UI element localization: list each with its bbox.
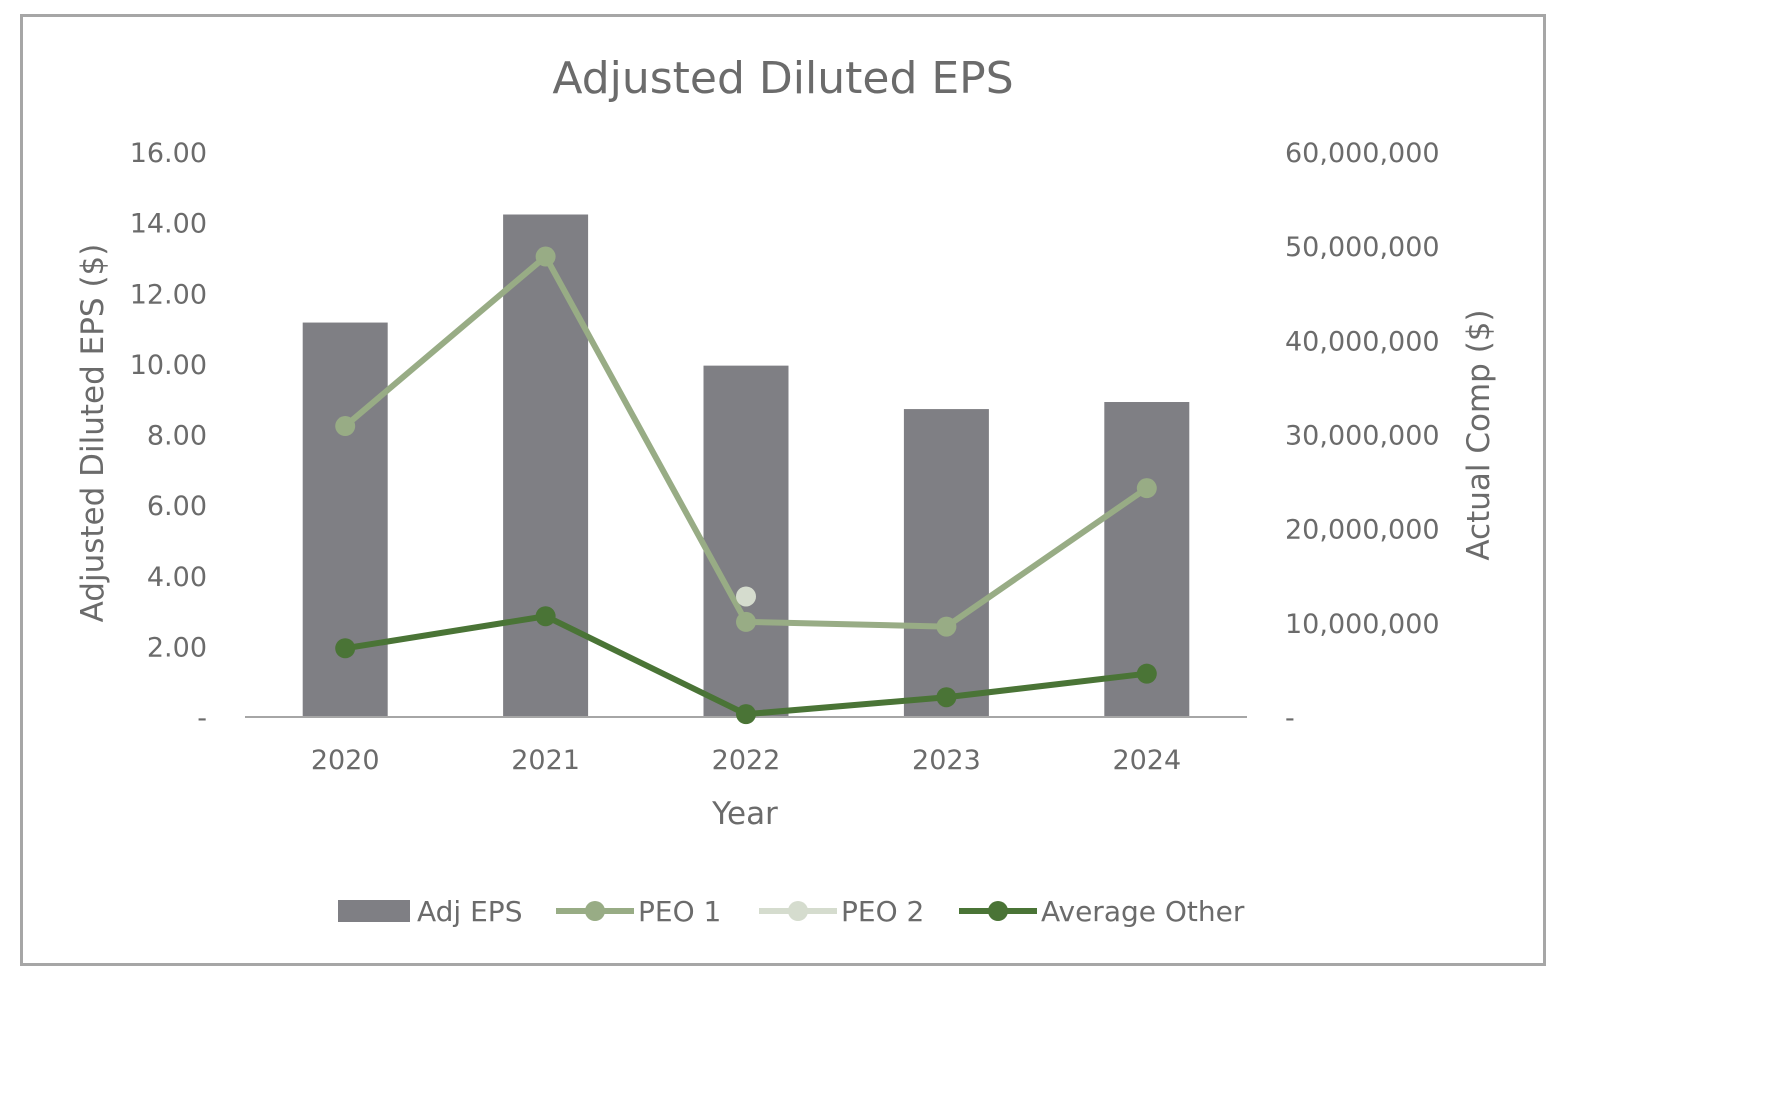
y-tick-label: 8.00: [147, 421, 207, 452]
y-tick-label: 4.00: [147, 562, 207, 593]
x-axis-label: Year: [711, 796, 778, 832]
x-tick-label: 2022: [712, 745, 781, 776]
y-tick-label: 16.00: [130, 138, 207, 169]
point-peo-1-2021: [535, 246, 556, 267]
x-tick-label: 2024: [1112, 745, 1181, 776]
y-tick-label: 10.00: [130, 350, 207, 381]
x-tick-label: 2023: [912, 745, 981, 776]
y2-tick-label: 50,000,000: [1285, 232, 1440, 263]
point-average-other-2023: [936, 687, 957, 708]
bar-adj-eps-2022: [703, 365, 789, 717]
y2-axis-label: Actual Comp ($): [1461, 309, 1497, 560]
point-average-other-2020: [335, 638, 356, 659]
y2-tick-label: 20,000,000: [1285, 515, 1440, 546]
chart-title: Adjusted Diluted EPS: [552, 53, 1013, 104]
y-tick-label: 2.00: [147, 632, 207, 663]
point-average-other-2021: [535, 606, 556, 627]
legend-label-peo-2: PEO 2: [841, 895, 924, 928]
y-tick-label: -: [197, 703, 207, 734]
point-peo-1-2022: [736, 611, 756, 632]
x-tick-label: 2020: [311, 745, 380, 776]
y-tick-label: 14.00: [130, 209, 207, 240]
y-tick-label: 6.00: [147, 491, 207, 522]
y2-tick-label: 10,000,000: [1285, 609, 1440, 640]
point-average-other-2024: [1136, 663, 1157, 684]
legend-marker-peo-1: [585, 901, 605, 921]
point-peo-1-2024: [1136, 478, 1157, 499]
chart-frame: Adjusted Diluted EPS - 2.00 4.00 6.00 8.00 10…: [20, 14, 1546, 966]
y2-tick-label: -: [1285, 703, 1295, 734]
chart-canvas: Adjusted Diluted EPS - 2.00 4.00 6.00 8.00 10…: [75, 53, 1497, 928]
point-average-other-2022: [736, 704, 756, 725]
y-axis-label: Adjusted Diluted EPS ($): [75, 244, 111, 623]
y2-tick-label: 30,000,000: [1285, 421, 1440, 452]
legend-label-adj-eps: Adj EPS: [417, 895, 522, 928]
bar-adj-eps-2023: [903, 409, 989, 717]
point-peo-1-2023: [936, 616, 957, 637]
legend-label-peo-1: PEO 1: [638, 895, 721, 928]
point-peo-2-2022: [736, 586, 756, 607]
y2-tick-label: 40,000,000: [1285, 326, 1440, 357]
legend-marker-peo-2: [788, 901, 808, 921]
legend-label-average-other: Average Other: [1041, 895, 1245, 928]
x-tick-label: 2021: [511, 745, 580, 776]
bar-adj-eps-2021: [503, 214, 589, 718]
y2-tick-label: 60,000,000: [1285, 138, 1440, 169]
y-tick-label: 12.00: [130, 279, 207, 310]
point-peo-1-2020: [335, 416, 356, 437]
legend-marker-average-other: [988, 901, 1008, 921]
legend-swatch-adj-eps: [338, 900, 410, 922]
